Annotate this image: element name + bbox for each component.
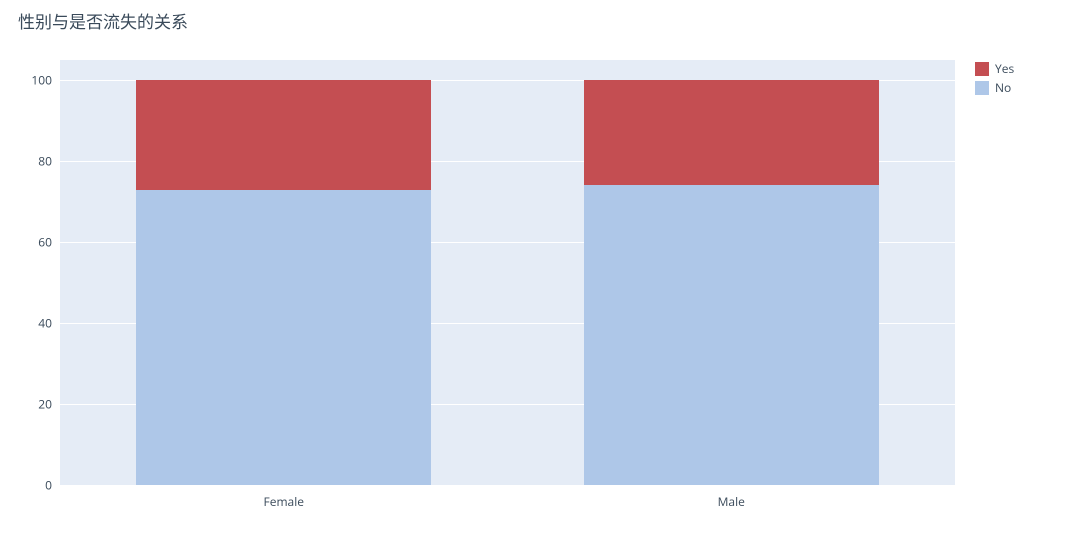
y-tick-label: 0: [45, 477, 52, 494]
legend-label: No: [995, 79, 1011, 96]
plot-area: 020406080100FemaleMale: [60, 60, 955, 485]
y-tick-label: 100: [31, 72, 52, 89]
bar-segment-yes[interactable]: [136, 80, 431, 189]
bar-segment-yes[interactable]: [584, 80, 879, 185]
bar-segment-no[interactable]: [584, 185, 879, 485]
y-tick-label: 80: [38, 153, 52, 170]
legend-label: Yes: [995, 60, 1014, 77]
gridline-horizontal: [60, 485, 955, 486]
y-tick-label: 20: [38, 396, 52, 413]
y-tick-label: 40: [38, 315, 52, 332]
y-tick-label: 60: [38, 234, 52, 251]
chart-title: 性别与是否流失的关系: [18, 8, 188, 33]
legend-item-yes[interactable]: Yes: [975, 60, 1014, 77]
bar-group: [584, 60, 879, 485]
bar-group: [136, 60, 431, 485]
x-tick-label: Female: [264, 493, 304, 510]
bar-segment-no[interactable]: [136, 190, 431, 485]
x-tick-label: Male: [718, 493, 745, 510]
chart-container: 性别与是否流失的关系 020406080100FemaleMale YesNo: [0, 0, 1080, 535]
legend-item-no[interactable]: No: [975, 79, 1014, 96]
legend-swatch: [975, 81, 989, 95]
legend-swatch: [975, 62, 989, 76]
legend: Yes No: [975, 60, 1014, 98]
